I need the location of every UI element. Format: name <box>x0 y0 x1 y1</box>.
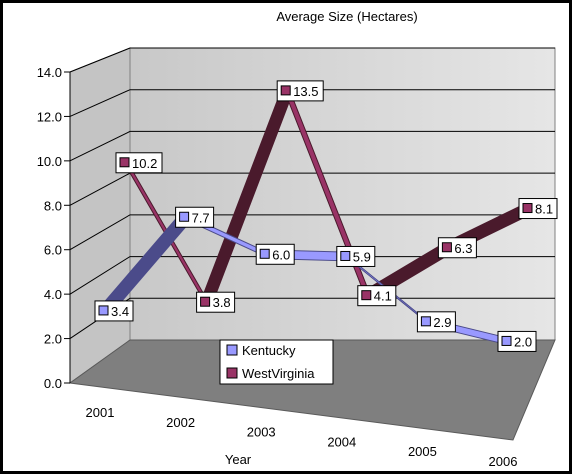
chart-floor <box>68 339 556 441</box>
data-label-marker <box>441 242 452 253</box>
chart-title: Average Size (Hectares) <box>276 9 417 24</box>
axes: 0.0 2.0 4.0 6.0 8.0 10.0 12.0 14.0 2001 2002 2003 2… <box>37 65 518 469</box>
data-label: 10.2 <box>115 152 163 174</box>
data-label: 5.9 <box>336 245 376 267</box>
legend-box <box>219 339 334 385</box>
data-label: 6.3 <box>437 237 477 259</box>
data-label-value: 3.8 <box>213 295 231 310</box>
data-label-marker <box>259 248 270 259</box>
gridline <box>69 47 555 73</box>
gridline <box>69 214 555 251</box>
y-tick-label: 6.0 <box>44 243 62 258</box>
data-label-value: 2.9 <box>433 315 451 330</box>
data-label: 3.4 <box>94 300 134 322</box>
y-tick-label: 2.0 <box>44 332 62 347</box>
data-label: 2.0 <box>497 330 537 352</box>
data-label-marker <box>119 157 130 168</box>
data-label: 3.8 <box>196 291 236 313</box>
data-label-value: 6.0 <box>272 247 290 262</box>
data-label: 6.0 <box>255 243 295 265</box>
y-tick-label: 12.0 <box>37 109 62 124</box>
x-axis-label: Year <box>225 452 252 467</box>
gridline <box>69 297 555 339</box>
data-label-value: 4.1 <box>374 289 392 304</box>
x-tick-label: 2006 <box>489 454 518 469</box>
data-label-value: 13.5 <box>293 84 318 99</box>
data-labels: 3.4 7.7 6.0 5.9 2.9 2.0 10.2 3.8 13.5 4.1 6.3 8.1 <box>94 80 558 352</box>
y-tick-label: 4.0 <box>44 287 62 302</box>
x-tick-label: 2003 <box>247 425 276 440</box>
data-label-marker <box>361 290 372 301</box>
y-tick-label: 8.0 <box>44 198 62 213</box>
data-label-marker <box>200 296 211 307</box>
legend-swatch-kentucky <box>226 344 238 356</box>
data-label-marker <box>522 203 533 214</box>
x-tick-label: 2005 <box>408 444 437 459</box>
data-label-marker <box>98 305 109 316</box>
data-label-marker <box>340 250 351 261</box>
gridline <box>69 256 555 295</box>
y-tick-label: 0.0 <box>44 376 62 391</box>
x-tick-label: 2004 <box>327 434 356 449</box>
data-label-value: 3.4 <box>111 304 129 319</box>
gridline <box>69 89 555 117</box>
gridline <box>69 130 555 162</box>
data-label-value: 5.9 <box>353 249 371 264</box>
legend-swatch-westvirginia <box>226 367 238 379</box>
data-label-marker <box>179 211 190 222</box>
y-tick-label: 10.0 <box>37 154 62 169</box>
y-tick-label: 14.0 <box>37 65 62 80</box>
data-label-value: 6.3 <box>454 241 472 256</box>
legend-label-westvirginia: WestVirginia <box>242 366 315 381</box>
data-label: 13.5 <box>276 80 324 102</box>
data-label-marker <box>501 335 512 346</box>
legend: Kentucky WestVirginia <box>219 339 334 385</box>
data-label: 2.9 <box>416 311 456 333</box>
data-label: 8.1 <box>518 198 558 220</box>
x-tick-label: 2001 <box>86 405 115 420</box>
data-label-value: 10.2 <box>132 156 157 171</box>
data-label-value: 7.7 <box>192 210 210 225</box>
x-tick-label: 2002 <box>166 415 195 430</box>
legend-label-kentucky: Kentucky <box>242 343 296 358</box>
chart-back-wall <box>129 47 556 341</box>
data-label: 4.1 <box>357 285 397 307</box>
data-label: 7.7 <box>175 206 215 228</box>
data-label-marker <box>280 85 291 96</box>
data-label-value: 2.0 <box>514 334 532 349</box>
data-label-value: 8.1 <box>535 202 553 217</box>
data-label-marker <box>420 316 431 327</box>
